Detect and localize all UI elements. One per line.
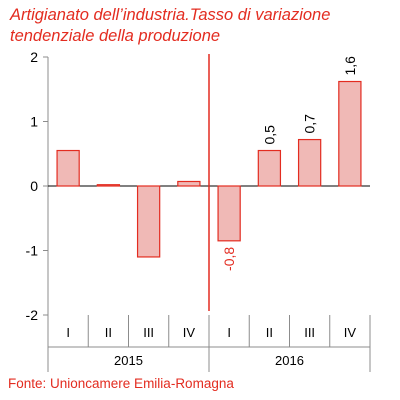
quarter-label: II xyxy=(266,325,273,340)
data-label: 1,6 xyxy=(342,56,358,76)
y-tick-label: 1 xyxy=(30,114,38,130)
chart-title-line-1: Artigianato dell’industria.Tasso di vari… xyxy=(10,6,331,24)
chart-title-line-2: tendenziale della produzione xyxy=(10,27,221,45)
bar xyxy=(257,149,282,187)
quarter-label: I xyxy=(227,325,231,340)
y-tick-label: -2 xyxy=(26,307,39,323)
bar xyxy=(297,138,322,187)
bar xyxy=(177,180,201,187)
y-tick-label: 0 xyxy=(30,178,38,194)
bar xyxy=(136,185,161,258)
quarter-label: IV xyxy=(344,325,357,340)
bar xyxy=(96,184,121,187)
year-label: 2015 xyxy=(114,353,143,368)
bar xyxy=(56,149,80,187)
quarter-label: III xyxy=(304,325,315,340)
year-label: 2016 xyxy=(275,353,304,368)
bar xyxy=(217,185,241,242)
source-note: Fonte: Unioncamere Emilia-Romagna xyxy=(8,376,234,391)
quarter-label: IV xyxy=(183,325,196,340)
data-label: -0,8 xyxy=(221,247,237,271)
quarter-label: III xyxy=(143,325,154,340)
chart-title: Artigianato dell’industria.Tasso di vari… xyxy=(10,5,395,47)
y-tick-label: -1 xyxy=(26,243,39,259)
data-label: 0,7 xyxy=(302,114,318,134)
bar xyxy=(338,80,362,187)
y-tick-label: 2 xyxy=(30,49,38,65)
data-label: 0,5 xyxy=(261,125,277,145)
quarter-label: I xyxy=(66,325,70,340)
quarter-label: II xyxy=(105,325,112,340)
